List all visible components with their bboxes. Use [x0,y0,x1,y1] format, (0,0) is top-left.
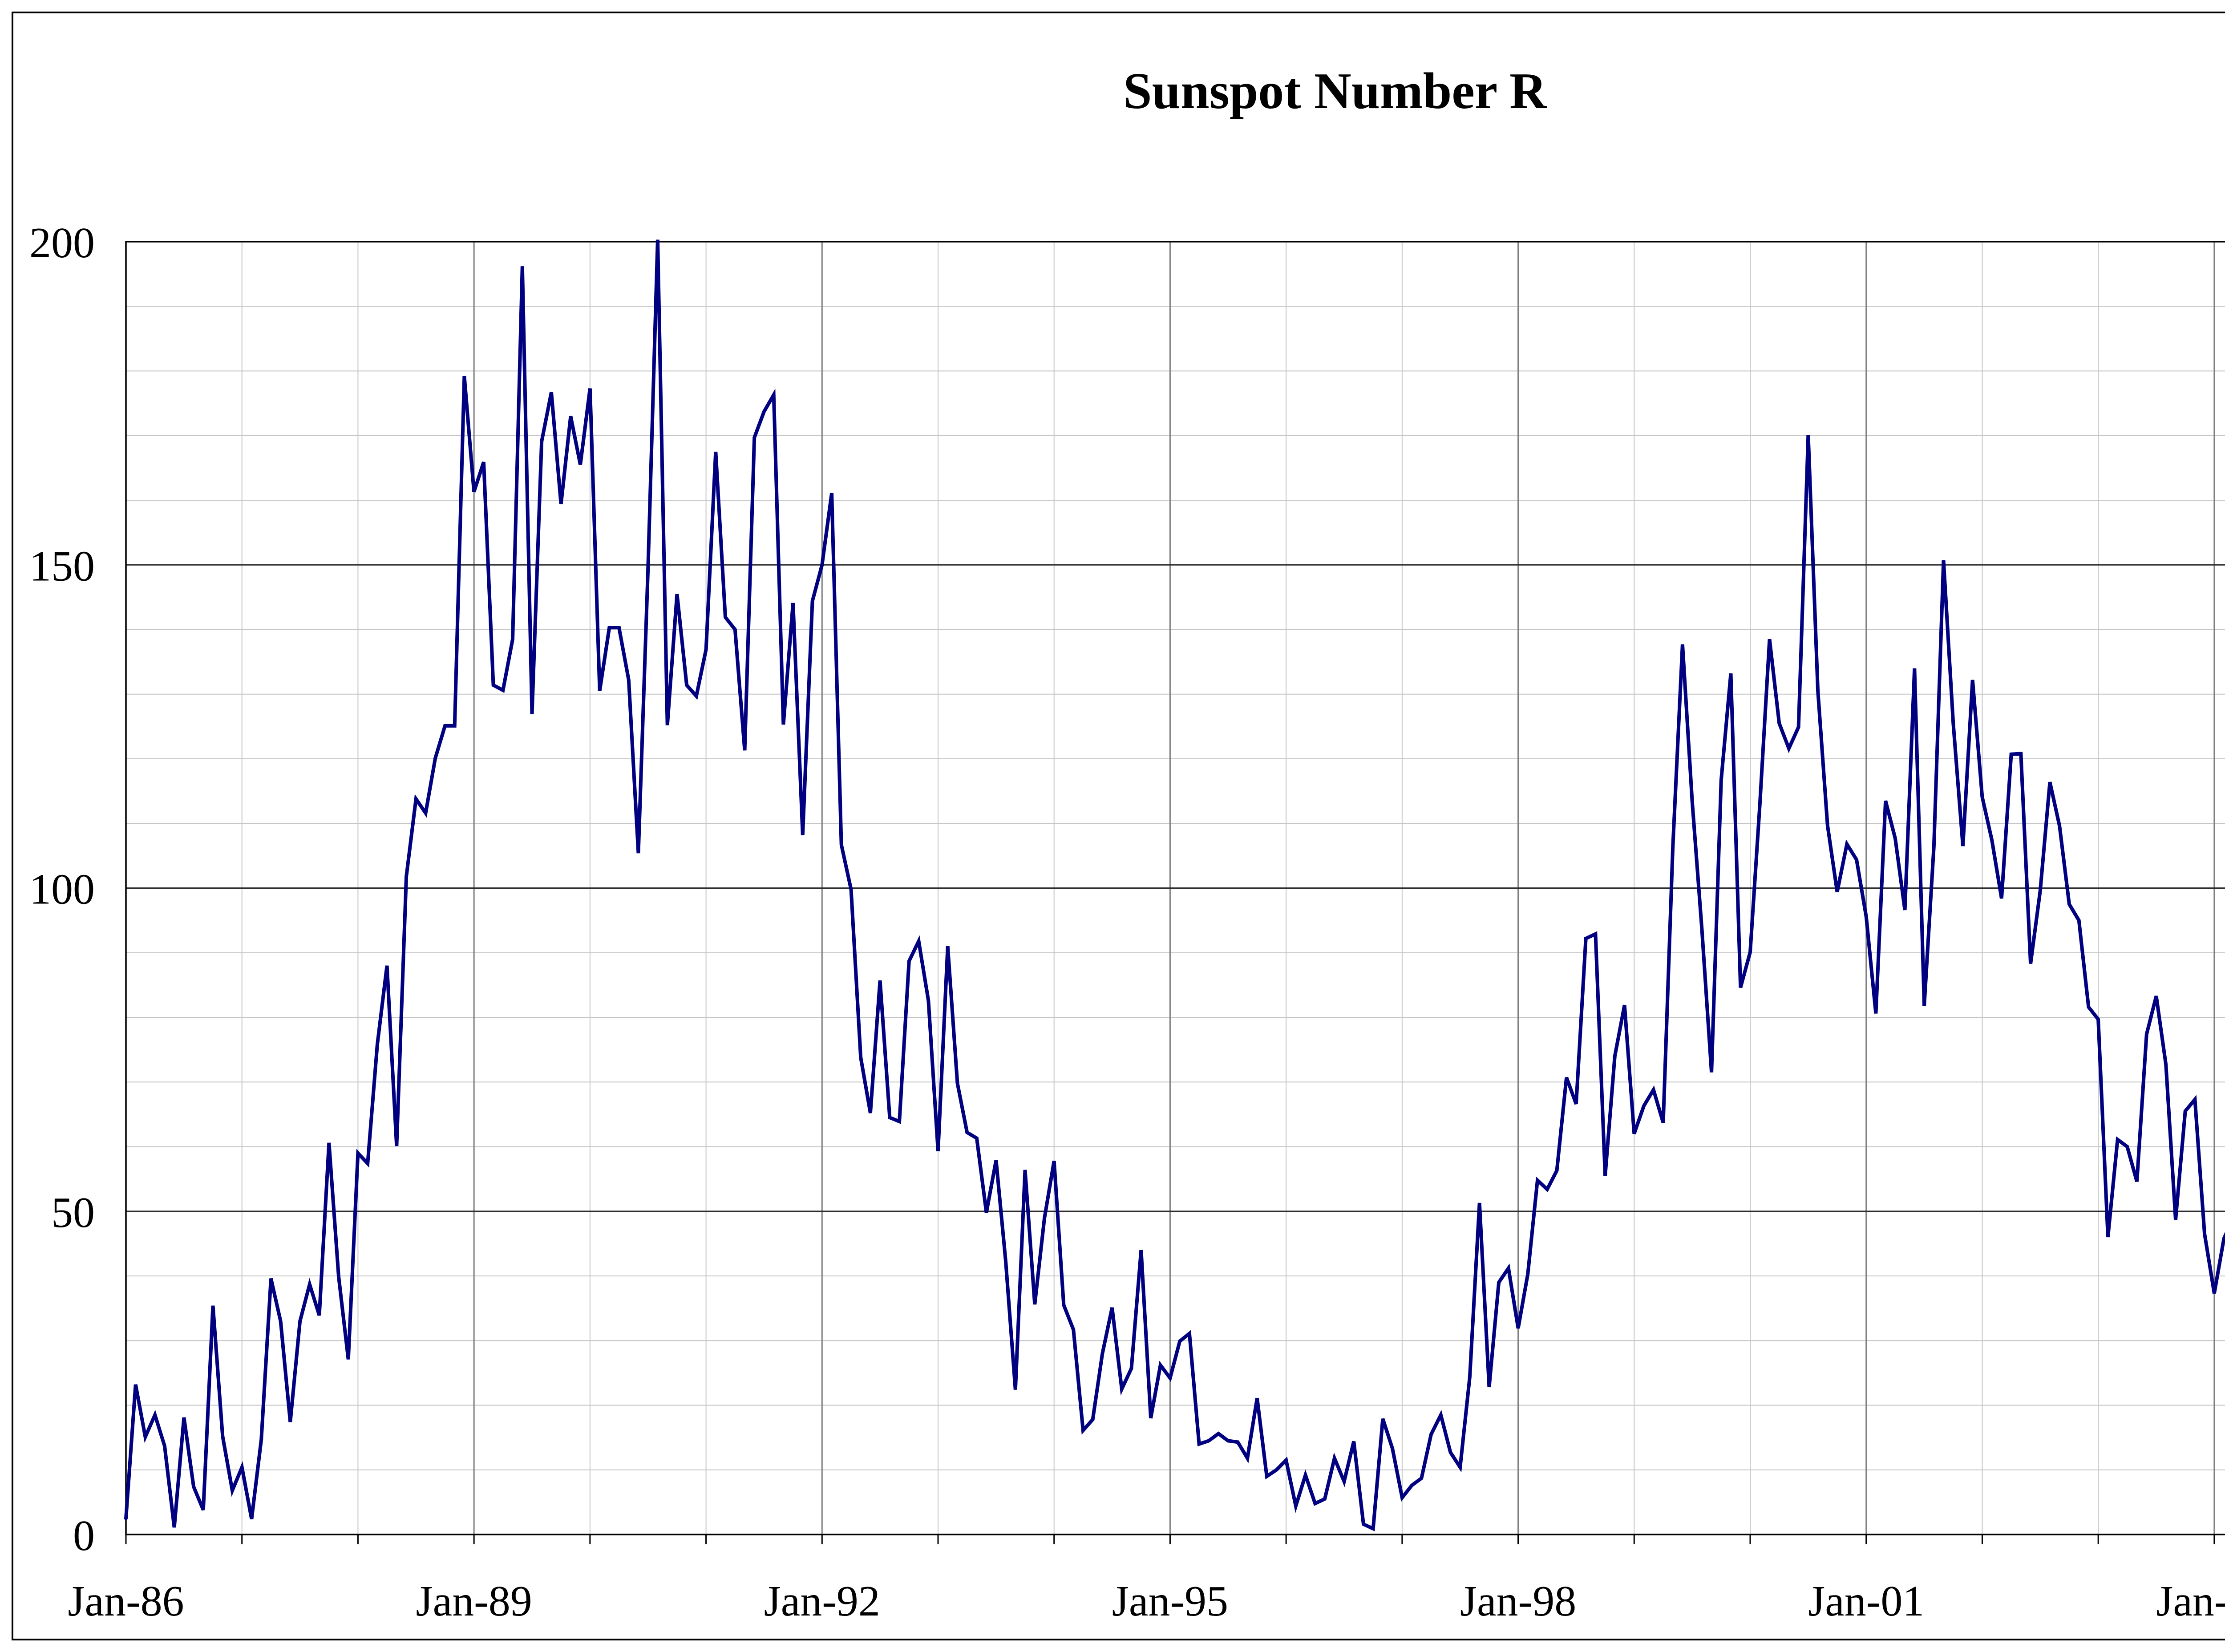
x-axis-labels: Jan-86 Jan-89 Jan-92 Jan-95 Jan-98 Jan-01 Jan-… [68,1577,2225,1625]
y-tick-label: 0 [73,1512,95,1560]
x-tick-label: Jan-04 [2156,1577,2225,1625]
x-axis-ticks [125,1535,2215,1544]
y-tick-label: 50 [51,1189,95,1237]
chart-title: Sunspot Number R [1123,63,1547,120]
page-border [12,12,2225,1640]
x-tick-label: Jan-98 [1460,1577,1576,1625]
y-tick-label: 150 [29,542,95,590]
y-tick-label: 200 [29,219,95,267]
major-horizontal-gridlines [126,564,2225,1212]
x-tick-label: Jan-89 [416,1577,532,1625]
plot-area-border [125,241,2225,1535]
sunspot-series-line [124,239,2225,1531]
x-tick-label: Jan-95 [1112,1577,1228,1625]
y-axis-labels: 0 50 100 150 200 [29,219,95,1560]
x-tick-label: Jan-92 [764,1577,880,1625]
y-tick-label: 100 [29,866,95,914]
x-tick-label: Jan-86 [68,1577,184,1625]
x-tick-label: Jan-01 [1808,1577,1924,1625]
